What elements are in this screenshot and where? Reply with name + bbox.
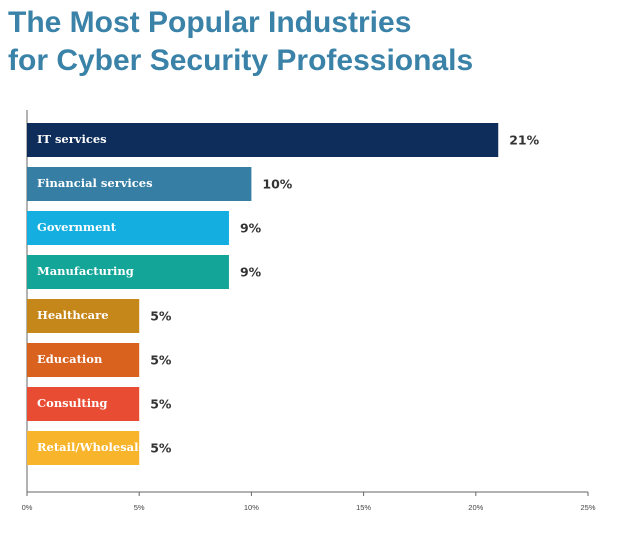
value-label: 5% xyxy=(150,397,172,412)
category-label: Consulting xyxy=(37,396,107,410)
value-label: 21% xyxy=(509,133,539,148)
bar xyxy=(27,211,229,245)
x-tick-label: 10% xyxy=(244,503,259,512)
x-tick-label: 5% xyxy=(134,503,145,512)
category-label: Retail/Wholesale xyxy=(37,440,146,454)
bar xyxy=(27,255,229,289)
value-label: 10% xyxy=(262,177,292,192)
category-label: IT services xyxy=(37,132,107,146)
bar xyxy=(27,343,140,377)
bar xyxy=(27,431,140,465)
category-label: Manufacturing xyxy=(37,264,134,278)
value-label: 5% xyxy=(150,441,172,456)
x-tick-label: 0% xyxy=(22,503,33,512)
category-label: Healthcare xyxy=(37,308,109,322)
value-label: 5% xyxy=(150,353,172,368)
category-label: Financial services xyxy=(37,176,153,190)
x-tick-label: 25% xyxy=(580,503,595,512)
bar xyxy=(27,167,252,201)
value-label: 5% xyxy=(150,309,172,324)
chart-title: The Most Popular Industries for Cyber Se… xyxy=(8,6,474,77)
value-label: 9% xyxy=(240,265,262,280)
bar xyxy=(27,123,499,157)
bar xyxy=(27,299,140,333)
x-tick-label: 20% xyxy=(468,503,483,512)
bar xyxy=(27,387,140,421)
value-label: 9% xyxy=(240,221,262,236)
x-tick-label: 15% xyxy=(356,503,371,512)
category-label: Government xyxy=(37,220,117,234)
category-label: Education xyxy=(37,352,103,366)
